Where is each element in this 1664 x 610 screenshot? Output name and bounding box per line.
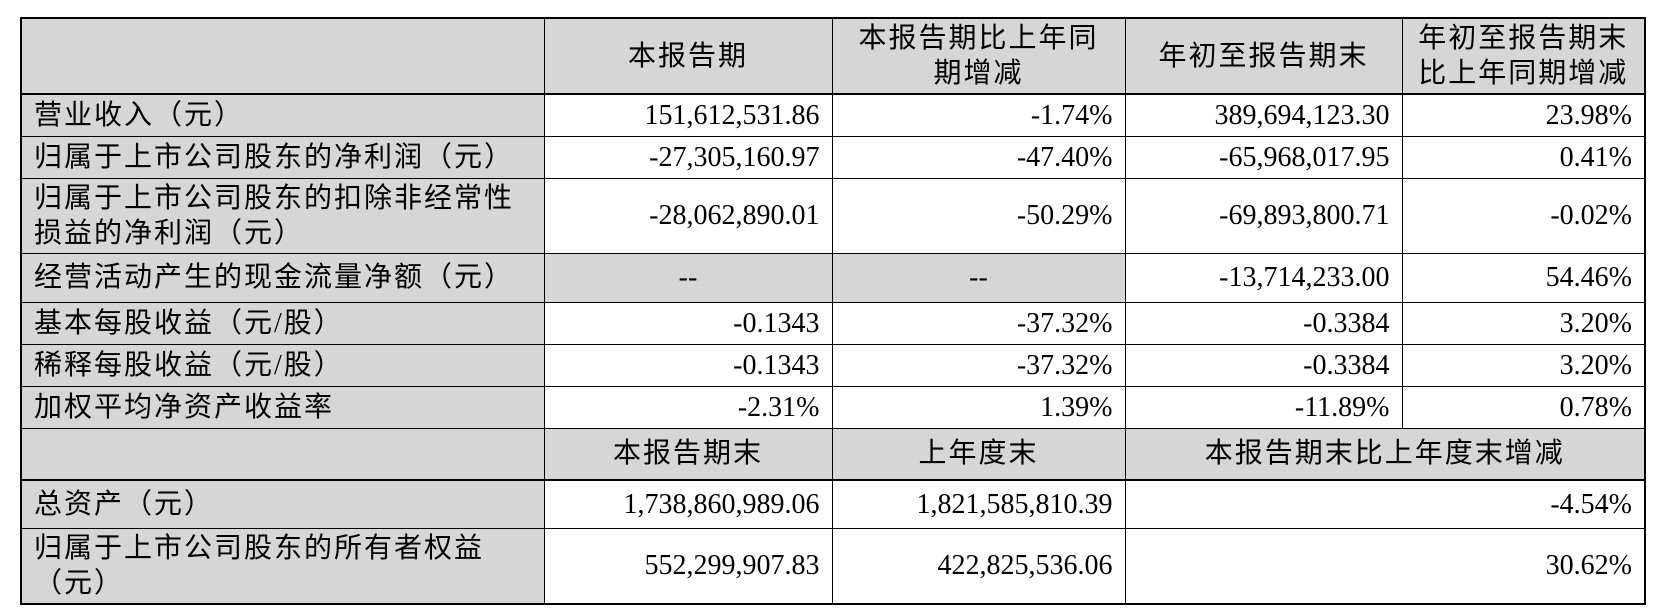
cell-value: -- bbox=[831, 252, 1126, 303]
header-row-period: 本报告期 本报告期比上年同期增减 年初至报告期末 年初至报告期末比上年同期增减 bbox=[20, 17, 1646, 95]
cell-value: -13,714,233.00 bbox=[1124, 252, 1403, 303]
row-label: 总资产（元） bbox=[20, 479, 545, 529]
table-row-net-profit-excl-nonrecurring: 归属于上市公司股东的扣除非经常性损益的净利润（元） -28,062,890.01… bbox=[20, 177, 1646, 254]
header-ytd: 年初至报告期末 bbox=[1124, 17, 1403, 95]
header-ytd-yoy-change: 年初至报告期末比上年同期增减 bbox=[1401, 17, 1646, 95]
header-period-end-change: 本报告期末比上年度末增减 bbox=[1124, 427, 1646, 481]
row-label: 稀释每股收益（元/股） bbox=[20, 343, 545, 387]
header-current-period: 本报告期 bbox=[543, 17, 833, 95]
cell-value: 3.20% bbox=[1401, 301, 1646, 345]
table-row-basic-eps: 基本每股收益（元/股） -0.1343 -37.32% -0.3384 3.20… bbox=[20, 301, 1646, 345]
cell-value: -11.89% bbox=[1124, 385, 1403, 429]
row-label: 归属于上市公司股东的所有者权益（元） bbox=[20, 527, 545, 605]
cell-value: 1,738,860,989.06 bbox=[543, 479, 833, 529]
header-period-yoy-change: 本报告期比上年同期增减 bbox=[831, 17, 1126, 95]
header-row-period-end: 本报告期末 上年度末 本报告期末比上年度末增减 bbox=[20, 427, 1646, 481]
cell-value: -- bbox=[543, 252, 833, 303]
cell-value: 151,612,531.86 bbox=[543, 93, 833, 137]
cell-value: -27,305,160.97 bbox=[543, 135, 833, 179]
cell-value: 552,299,907.83 bbox=[543, 527, 833, 605]
table-row-total-assets: 总资产（元） 1,738,860,989.06 1,821,585,810.39… bbox=[20, 479, 1646, 529]
cell-value: -37.32% bbox=[831, 301, 1126, 345]
table-row-shareholders-equity: 归属于上市公司股东的所有者权益（元） 552,299,907.83 422,82… bbox=[20, 527, 1646, 605]
row-label: 加权平均净资产收益率 bbox=[20, 385, 545, 429]
cell-value: 0.41% bbox=[1401, 135, 1646, 179]
cell-value: 1.39% bbox=[831, 385, 1126, 429]
cell-value: 3.20% bbox=[1401, 343, 1646, 387]
cell-value: 30.62% bbox=[1124, 527, 1646, 605]
table-row-weighted-avg-roe: 加权平均净资产收益率 -2.31% 1.39% -11.89% 0.78% bbox=[20, 385, 1646, 429]
row-label: 基本每股收益（元/股） bbox=[20, 301, 545, 345]
cell-value: 422,825,536.06 bbox=[831, 527, 1126, 605]
cell-value: -65,968,017.95 bbox=[1124, 135, 1403, 179]
table-row-net-profit: 归属于上市公司股东的净利润（元） -27,305,160.97 -47.40% … bbox=[20, 135, 1646, 179]
cell-value: -1.74% bbox=[831, 93, 1126, 137]
table-row-operating-revenue: 营业收入（元） 151,612,531.86 -1.74% 389,694,12… bbox=[20, 93, 1646, 137]
cell-value: -0.1343 bbox=[543, 343, 833, 387]
cell-value: -37.32% bbox=[831, 343, 1126, 387]
row-label: 经营活动产生的现金流量净额（元） bbox=[20, 252, 545, 303]
cell-value: -50.29% bbox=[831, 177, 1126, 254]
cell-value: -0.02% bbox=[1401, 177, 1646, 254]
header-corner-cell bbox=[20, 427, 545, 481]
cell-value: -4.54% bbox=[1124, 479, 1646, 529]
cell-value: -0.1343 bbox=[543, 301, 833, 345]
cell-value: -69,893,800.71 bbox=[1124, 177, 1403, 254]
financial-summary-table: 本报告期 本报告期比上年同期增减 年初至报告期末 年初至报告期末比上年同期增减 … bbox=[20, 17, 1646, 605]
cell-value: 389,694,123.30 bbox=[1124, 93, 1403, 137]
table-row-diluted-eps: 稀释每股收益（元/股） -0.1343 -37.32% -0.3384 3.20… bbox=[20, 343, 1646, 387]
cell-value: -28,062,890.01 bbox=[543, 177, 833, 254]
header-corner-cell bbox=[20, 17, 545, 95]
cell-value: 23.98% bbox=[1401, 93, 1646, 137]
cell-value: -0.3384 bbox=[1124, 343, 1403, 387]
table-row-operating-cash-flow: 经营活动产生的现金流量净额（元） -- -- -13,714,233.00 54… bbox=[20, 252, 1646, 303]
row-label: 营业收入（元） bbox=[20, 93, 545, 137]
cell-value: 1,821,585,810.39 bbox=[831, 479, 1126, 529]
cell-value: -47.40% bbox=[831, 135, 1126, 179]
header-current-period-end: 本报告期末 bbox=[543, 427, 833, 481]
cell-value: 0.78% bbox=[1401, 385, 1646, 429]
header-prior-year-end: 上年度末 bbox=[831, 427, 1126, 481]
cell-value: -0.3384 bbox=[1124, 301, 1403, 345]
cell-value: 54.46% bbox=[1401, 252, 1646, 303]
row-label: 归属于上市公司股东的净利润（元） bbox=[20, 135, 545, 179]
row-label: 归属于上市公司股东的扣除非经常性损益的净利润（元） bbox=[20, 177, 545, 254]
cell-value: -2.31% bbox=[543, 385, 833, 429]
